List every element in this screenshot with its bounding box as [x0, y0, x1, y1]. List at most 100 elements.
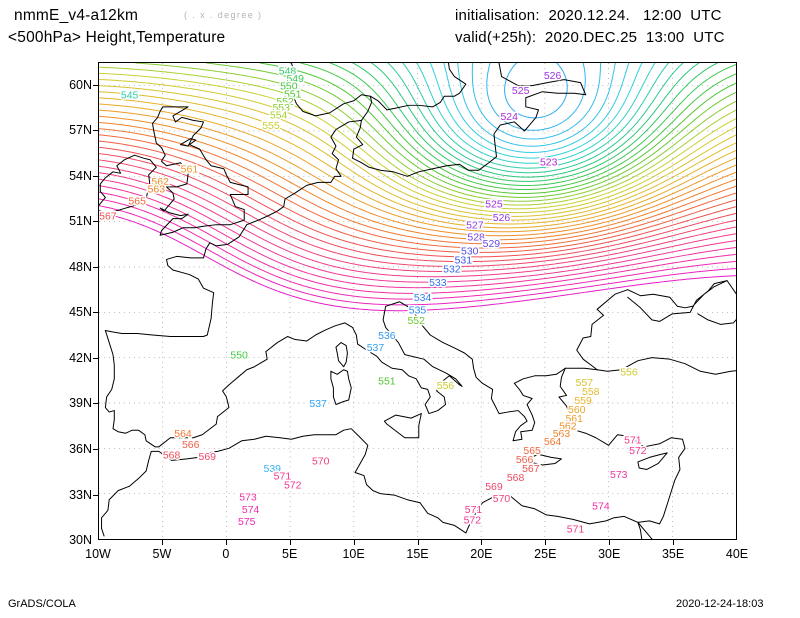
- contour-label-halo: 565: [128, 197, 146, 208]
- contour-line: [99, 198, 736, 300]
- resolution-units-label: ( . x . degree ): [184, 10, 263, 20]
- contour-value-label: 574: [242, 505, 260, 516]
- contour-line: [486, 63, 586, 131]
- height-contours: [99, 63, 736, 312]
- contour-label-halo: 571: [274, 472, 292, 483]
- contour-label-halo: 566: [182, 440, 200, 451]
- contour-label-halo: 539: [264, 464, 282, 475]
- contour-value-label: 564: [544, 437, 562, 448]
- contour-value-label: 572: [464, 515, 482, 526]
- y-axis-tick-label: 39N: [69, 396, 92, 411]
- contour-value-label: 560: [568, 405, 586, 416]
- contour-value-label: 563: [553, 429, 571, 440]
- contour-value-label: 523: [540, 157, 558, 168]
- contour-label-halo: 530: [461, 246, 479, 257]
- contour-label-halo: 569: [485, 482, 503, 493]
- level-field-label: <500hPa> Height,Temperature: [8, 29, 226, 46]
- contour-value-label: 551: [378, 376, 396, 387]
- contour-value-label: 535: [409, 305, 427, 316]
- contour-label-halo: 550: [280, 82, 298, 93]
- x-axis-tick-label: 40E: [725, 547, 749, 561]
- contour-line: [99, 91, 736, 221]
- contour-line: [504, 63, 568, 119]
- contour-label-halo: 554: [270, 110, 288, 121]
- contour-value-label: 569: [485, 482, 503, 493]
- contour-value-label: 571: [274, 472, 292, 483]
- contour-value-label: 574: [592, 502, 610, 513]
- y-axis-tick: [93, 403, 98, 405]
- contour-value-label: 532: [443, 265, 461, 276]
- contour-value-label: 564: [174, 429, 192, 440]
- coastline: [637, 521, 653, 539]
- contour-line: [135, 63, 736, 202]
- contour-line: [99, 78, 736, 214]
- contour-line: [99, 159, 736, 267]
- contour-label-halo: 557: [576, 378, 594, 389]
- y-axis-tick: [93, 312, 98, 314]
- contour-line: [99, 172, 736, 278]
- contour-label-halo: 533: [429, 278, 447, 289]
- contour-line: [99, 178, 736, 283]
- contour-value-label: 573: [610, 470, 628, 481]
- coastline: [419, 502, 467, 534]
- contour-label-halo: 545: [121, 91, 139, 102]
- contour-value-label: 565: [523, 446, 541, 457]
- contour-label-halo: 572: [284, 481, 302, 492]
- contour-label-halo: 528: [467, 233, 485, 244]
- contour-value-label: 550: [230, 351, 248, 362]
- contour-line: [402, 63, 670, 169]
- contour-line: [352, 63, 718, 182]
- x-axis-tick-label: 5E: [282, 547, 298, 561]
- contour-line: [99, 134, 736, 249]
- contour-value-label: 567: [522, 464, 540, 475]
- y-axis-tick: [93, 221, 98, 223]
- contour-value-label: 552: [407, 316, 425, 327]
- contour-value-label: 534: [414, 293, 432, 304]
- contour-label-halo: 537: [367, 343, 385, 354]
- contour-value-label: 563: [148, 184, 166, 195]
- coastline: [465, 367, 686, 534]
- contour-label-halo: 523: [540, 157, 558, 168]
- contour-label-halo: 537: [309, 399, 327, 410]
- y-axis-tick-label: 42N: [69, 350, 92, 365]
- contour-line: [99, 85, 736, 217]
- contour-label-halo: 524: [500, 112, 518, 123]
- contour-label-halo: 550: [230, 351, 248, 362]
- contour-label-halo: 531: [455, 255, 473, 266]
- contour-value-label: 559: [574, 396, 592, 407]
- contour-label-halo: 536: [378, 331, 396, 342]
- contour-value-label: 524: [500, 112, 518, 123]
- contour-label-halo: 562: [151, 177, 169, 188]
- contour-label-halo: 571: [624, 435, 642, 446]
- contour-value-label: 566: [516, 455, 534, 466]
- software-credit-label: GrADS/COLA: [8, 598, 76, 610]
- contour-label-halo: 548: [279, 67, 297, 78]
- y-axis-tick-label: 48N: [69, 259, 92, 274]
- coastline: [330, 369, 352, 406]
- contour-value-label: 572: [284, 481, 302, 492]
- y-axis-tick-label: 36N: [69, 442, 92, 456]
- x-axis-tick-label: 20E: [470, 547, 493, 561]
- y-axis-tick: [93, 494, 98, 496]
- contour-value-label: 571: [567, 524, 585, 535]
- y-axis-tick-label: 54N: [69, 168, 92, 183]
- contour-value-label: 562: [151, 177, 169, 188]
- contour-label-halo: 553: [272, 103, 290, 114]
- contour-value-label: 549: [286, 74, 304, 85]
- y-axis-tick-label: 51N: [69, 214, 92, 229]
- coastline: [498, 63, 587, 96]
- contour-label-halo: 525: [512, 86, 530, 97]
- x-axis-tick-label: 10W: [85, 547, 111, 561]
- y-axis-tick-label: 33N: [69, 487, 92, 502]
- contour-line: [99, 128, 736, 245]
- coastline: [257, 91, 587, 221]
- contour-value-label: 531: [455, 255, 473, 266]
- coastline-overlay: [99, 63, 736, 539]
- coastline: [104, 219, 259, 338]
- contour-label-halo: 567: [522, 464, 540, 475]
- y-axis-tick: [93, 175, 98, 177]
- contour-label-halo: 563: [553, 429, 571, 440]
- x-axis-tick-label: 15E: [406, 547, 429, 561]
- model-name-label: nmmE_v4-a12km: [14, 7, 139, 24]
- contour-value-label: 554: [270, 110, 288, 121]
